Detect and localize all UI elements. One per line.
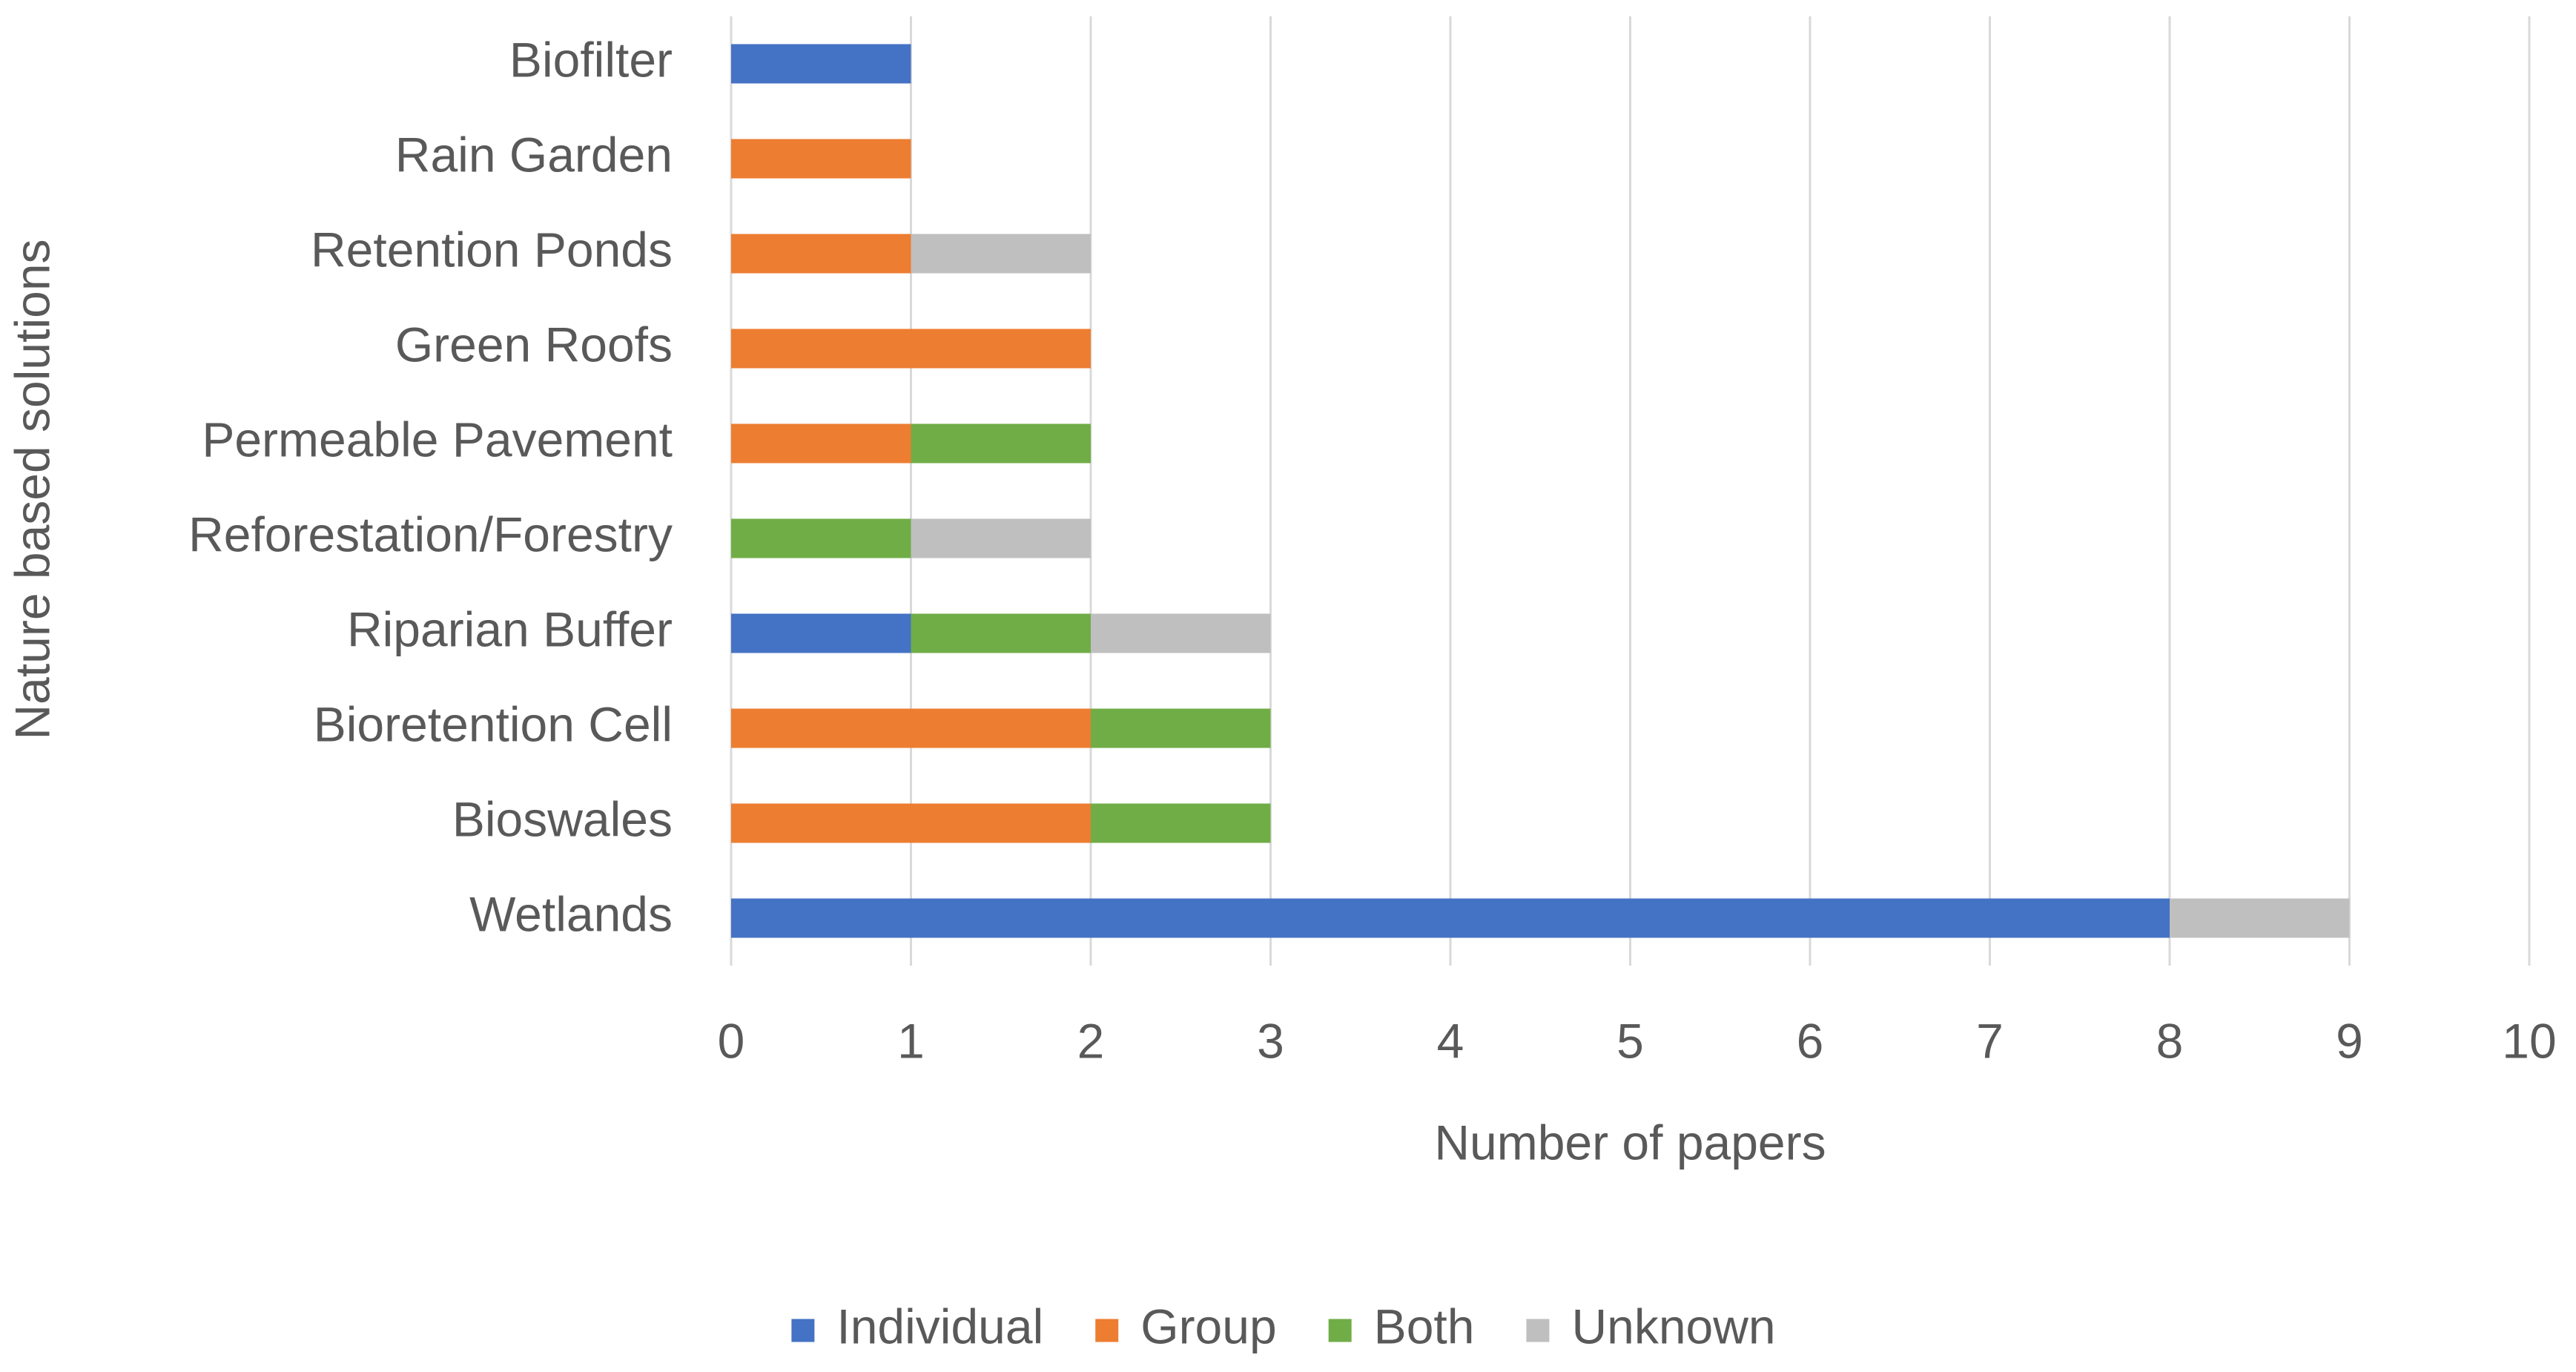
bar-segment [911, 613, 1091, 653]
legend-swatch [1328, 1319, 1352, 1342]
x-tick-label: 0 [718, 1013, 745, 1068]
legend-swatch [1095, 1319, 1119, 1342]
bar-segment [1091, 708, 1271, 748]
y-tick-label: Permeable Pavement [202, 412, 673, 466]
legend-label: Group [1140, 1299, 1276, 1353]
x-tick-label: 6 [1797, 1013, 1824, 1068]
x-axis-title: Number of papers [1434, 1115, 1826, 1170]
x-tick-label: 1 [897, 1013, 925, 1068]
bar-segment [731, 708, 1091, 748]
legend-swatch [1526, 1319, 1550, 1342]
legend-label: Unknown [1571, 1299, 1775, 1353]
bar-segment [731, 423, 911, 464]
bar-segment [731, 234, 911, 274]
x-tick-label: 7 [1976, 1013, 2004, 1068]
bar-segment [731, 613, 911, 653]
legend: Individual Group Both Unknown [791, 1299, 1776, 1353]
y-tick-label: Biofilter [509, 32, 673, 87]
bar-segment [731, 139, 911, 179]
y-tick-label: Retention Ponds [311, 222, 673, 277]
x-tick-label: 2 [1077, 1013, 1105, 1068]
y-tick-label: Green Roofs [395, 317, 673, 372]
x-tick-label: 3 [1257, 1013, 1284, 1068]
bar-segment [731, 803, 1091, 843]
bar-segment [1091, 803, 1271, 843]
x-tick-label: 5 [1616, 1013, 1644, 1068]
legend-label: Both [1374, 1299, 1475, 1353]
y-tick-label: Bioretention Cell [314, 696, 673, 751]
y-axis-title: Nature based solutions [4, 239, 59, 739]
bar-segment [911, 234, 1091, 274]
x-tick-label: 9 [2336, 1013, 2363, 1068]
y-tick-label: Wetlands [469, 886, 673, 941]
legend-swatch [791, 1319, 815, 1342]
bar-segment [911, 423, 1091, 464]
bar-segment [2170, 898, 2350, 938]
x-tick-label: 8 [2156, 1013, 2184, 1068]
legend-label: Individual [836, 1299, 1043, 1353]
bar-segment [731, 518, 911, 558]
y-tick-label: Riparian Buffer [347, 601, 673, 656]
bar-segment [731, 329, 1091, 369]
y-tick-label: Bioswales [452, 791, 673, 846]
bar-segment [731, 898, 2170, 938]
y-tick-label: Rain Garden [395, 127, 673, 182]
bar-segment [1091, 613, 1271, 653]
x-tick-label: 10 [2502, 1013, 2556, 1068]
x-tick-label: 4 [1437, 1013, 1464, 1068]
y-tick-label: Reforestation/Forestry [188, 507, 673, 561]
bar-segment [911, 518, 1091, 558]
bar-segment [731, 44, 911, 84]
